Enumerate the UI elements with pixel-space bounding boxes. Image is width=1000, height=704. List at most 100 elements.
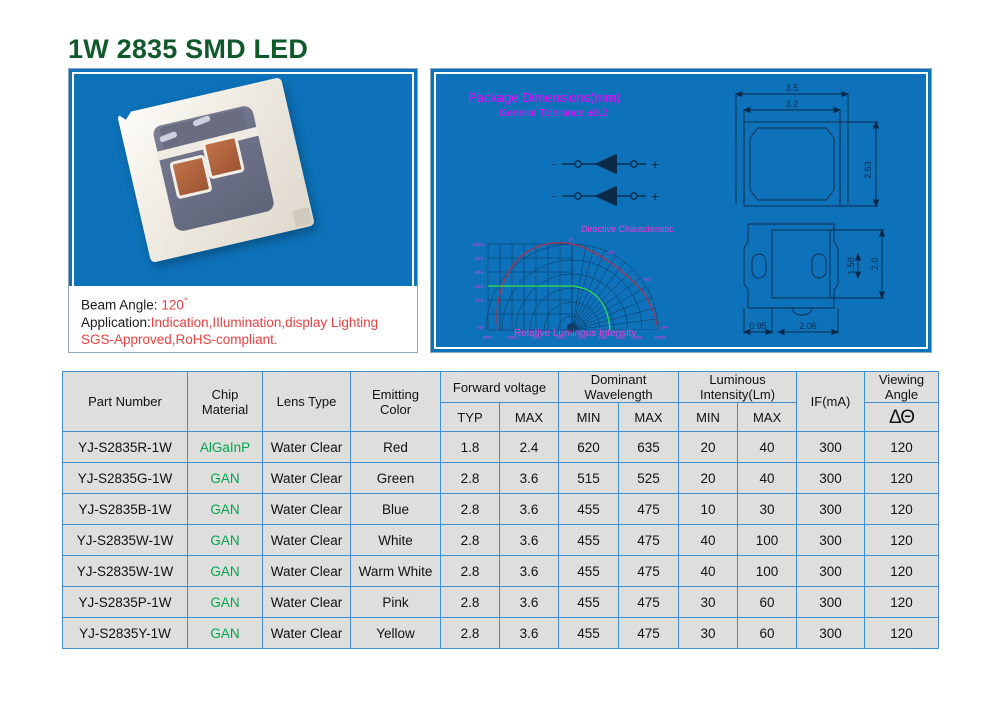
cell-lm-max: 60: [737, 617, 798, 649]
svg-text:100%: 100%: [473, 242, 485, 247]
svg-text:2.06: 2.06: [799, 321, 817, 331]
header-emitting-color-l1: Emitting: [372, 386, 419, 402]
cell-wl-max: 475: [617, 617, 680, 649]
cell-lens-type: Water Clear: [262, 462, 351, 494]
svg-text:3.5: 3.5: [786, 83, 799, 93]
cell-part-number: YJ-S2835B-1W: [62, 493, 188, 525]
product-caption-box: Beam Angle: 120° Application:Indication,…: [68, 286, 418, 353]
table-row: YJ-S2835G-1W GAN Water Clear Green 2.8 3.6 515…: [62, 462, 940, 494]
cell-chip-material: GAN: [187, 462, 263, 494]
svg-text:20%: 20%: [475, 298, 484, 303]
svg-text:40%: 40%: [598, 335, 607, 340]
cell-lm-min: 40: [678, 524, 739, 556]
header-emitting-color: Emitting Color: [350, 371, 441, 432]
cell-emitting-color: White: [350, 524, 441, 556]
cell-viewing-angle: 120: [864, 586, 940, 618]
header-chip-material: Chip Material: [187, 371, 263, 432]
svg-text:30°: 30°: [608, 250, 615, 255]
cell-vf-max: 2.4: [499, 431, 559, 463]
cell-wl-max: 525: [617, 462, 680, 494]
diagram-panel-inner: Package Dimensions(mm) General Tolerance…: [434, 72, 928, 349]
svg-text:60%: 60%: [508, 335, 517, 340]
table-body: YJ-S2835R-1W AlGaInP Water Clear Red 1.8 2.4 6…: [62, 431, 940, 649]
header-emitting-color-l2: Color: [379, 401, 412, 417]
cell-vf-typ: 2.8: [440, 617, 500, 649]
cell-lm-max: 40: [737, 431, 798, 463]
svg-text:+: +: [651, 156, 659, 172]
bottom-view-svg: 1.58 2.0 0.95 2.06: [742, 223, 886, 336]
table-header-row-2: TYP MAX MIN MAX MIN MAX ΔΘ: [63, 402, 940, 432]
cell-wl-min: 515: [558, 462, 619, 494]
svg-text:-: -: [552, 156, 556, 171]
cell-emitting-color: Red: [350, 431, 441, 463]
header-vf-max: MAX: [499, 402, 559, 432]
table-row: YJ-S2835R-1W AlGaInP Water Clear Red 1.8 2.4 6…: [62, 431, 940, 463]
svg-text:20%: 20%: [556, 335, 565, 340]
cell-part-number: YJ-S2835Y-1W: [62, 617, 188, 649]
application-label: Application:: [81, 314, 151, 330]
table-row: YJ-S2835B-1W GAN Water Clear Blue 2.8 3.6 455 4…: [62, 493, 940, 525]
page-title: 1W 2835 SMD LED: [68, 34, 309, 64]
header-lm-min: MIN: [678, 402, 739, 432]
header-luminous-intensity-l2: Intensity(Lm): [699, 387, 776, 402]
beam-angle-line: Beam Angle: 120°: [81, 293, 417, 314]
top-view-drawing: 3.5 3.2 2.63: [726, 82, 926, 215]
diagram-subtitle: General Tolerance ±0.2: [499, 107, 608, 119]
cell-vf-typ: 2.8: [440, 493, 500, 525]
svg-text:20%: 20%: [578, 335, 587, 340]
header-wl-max: MAX: [617, 402, 680, 432]
cell-part-number: YJ-S2835P-1W: [62, 586, 188, 618]
beam-angle-label: Beam Angle:: [81, 297, 162, 313]
cell-lm-max: 100: [737, 524, 798, 556]
cell-emitting-color: Pink: [350, 586, 441, 618]
svg-text:40%: 40%: [475, 284, 484, 289]
cell-wl-max: 475: [617, 555, 680, 587]
cell-vf-typ: 2.8: [440, 462, 500, 494]
cell-if-ma: 300: [796, 493, 866, 525]
cell-lens-type: Water Clear: [262, 493, 351, 525]
header-chip-material-l1: Chip: [211, 386, 239, 402]
cell-wl-min: 455: [558, 586, 619, 618]
cell-chip-material: GAN: [187, 586, 263, 618]
header-luminous-intensity: Luminous Intensity(Lm): [678, 371, 798, 403]
header-dominant-wavelength-l1: Dominant: [590, 372, 647, 387]
directivity-chart-xlabel: Relative Luminous Intensity: [514, 328, 637, 339]
specification-table: Part Number Chip Material Lens Type Emit…: [62, 371, 940, 649]
svg-text:100%: 100%: [654, 335, 666, 340]
cell-emitting-color: Green: [350, 462, 441, 494]
cell-viewing-angle: 120: [864, 524, 940, 556]
cell-viewing-angle: 120: [864, 617, 940, 649]
cell-wl-max: 475: [617, 586, 680, 618]
cell-part-number: YJ-S2835G-1W: [62, 462, 188, 494]
compliance-line: SGS-Approved,RoHS-compliant.: [81, 331, 278, 347]
svg-text:80%: 80%: [483, 335, 492, 340]
header-viewing-angle-l2: Angle: [884, 387, 919, 402]
cell-lens-type: Water Clear: [262, 431, 351, 463]
cell-viewing-angle: 120: [864, 493, 940, 525]
curve-red: [496, 241, 659, 331]
cell-vf-max: 3.6: [499, 493, 559, 525]
cell-wl-min: 455: [558, 555, 619, 587]
led-corner-notch-icon: [111, 96, 135, 120]
svg-text:40%: 40%: [532, 335, 541, 340]
cell-lens-type: Water Clear: [262, 524, 351, 556]
cell-if-ma: 300: [796, 555, 866, 587]
cell-wl-max: 475: [617, 524, 680, 556]
cell-lm-min: 10: [678, 493, 739, 525]
svg-text:60°: 60°: [644, 277, 651, 282]
svg-text:0.95: 0.95: [749, 321, 767, 331]
cell-vf-max: 3.6: [499, 555, 559, 587]
cell-lm-max: 100: [737, 555, 798, 587]
cell-wl-min: 455: [558, 524, 619, 556]
cell-lens-type: Water Clear: [262, 555, 351, 587]
header-dominant-wavelength-l2: Wavelength: [584, 387, 653, 402]
cell-viewing-angle: 120: [864, 462, 940, 494]
beam-angle-value: 120: [161, 297, 184, 313]
header-lens-type: Lens Type: [262, 371, 351, 432]
chart-origin-marker: [567, 323, 577, 333]
svg-text:0%: 0%: [477, 325, 484, 330]
cell-emitting-color: Blue: [350, 493, 441, 525]
svg-text:-: -: [552, 188, 556, 203]
cell-lm-max: 30: [737, 493, 798, 525]
led-corner-chamfer: [292, 207, 313, 228]
